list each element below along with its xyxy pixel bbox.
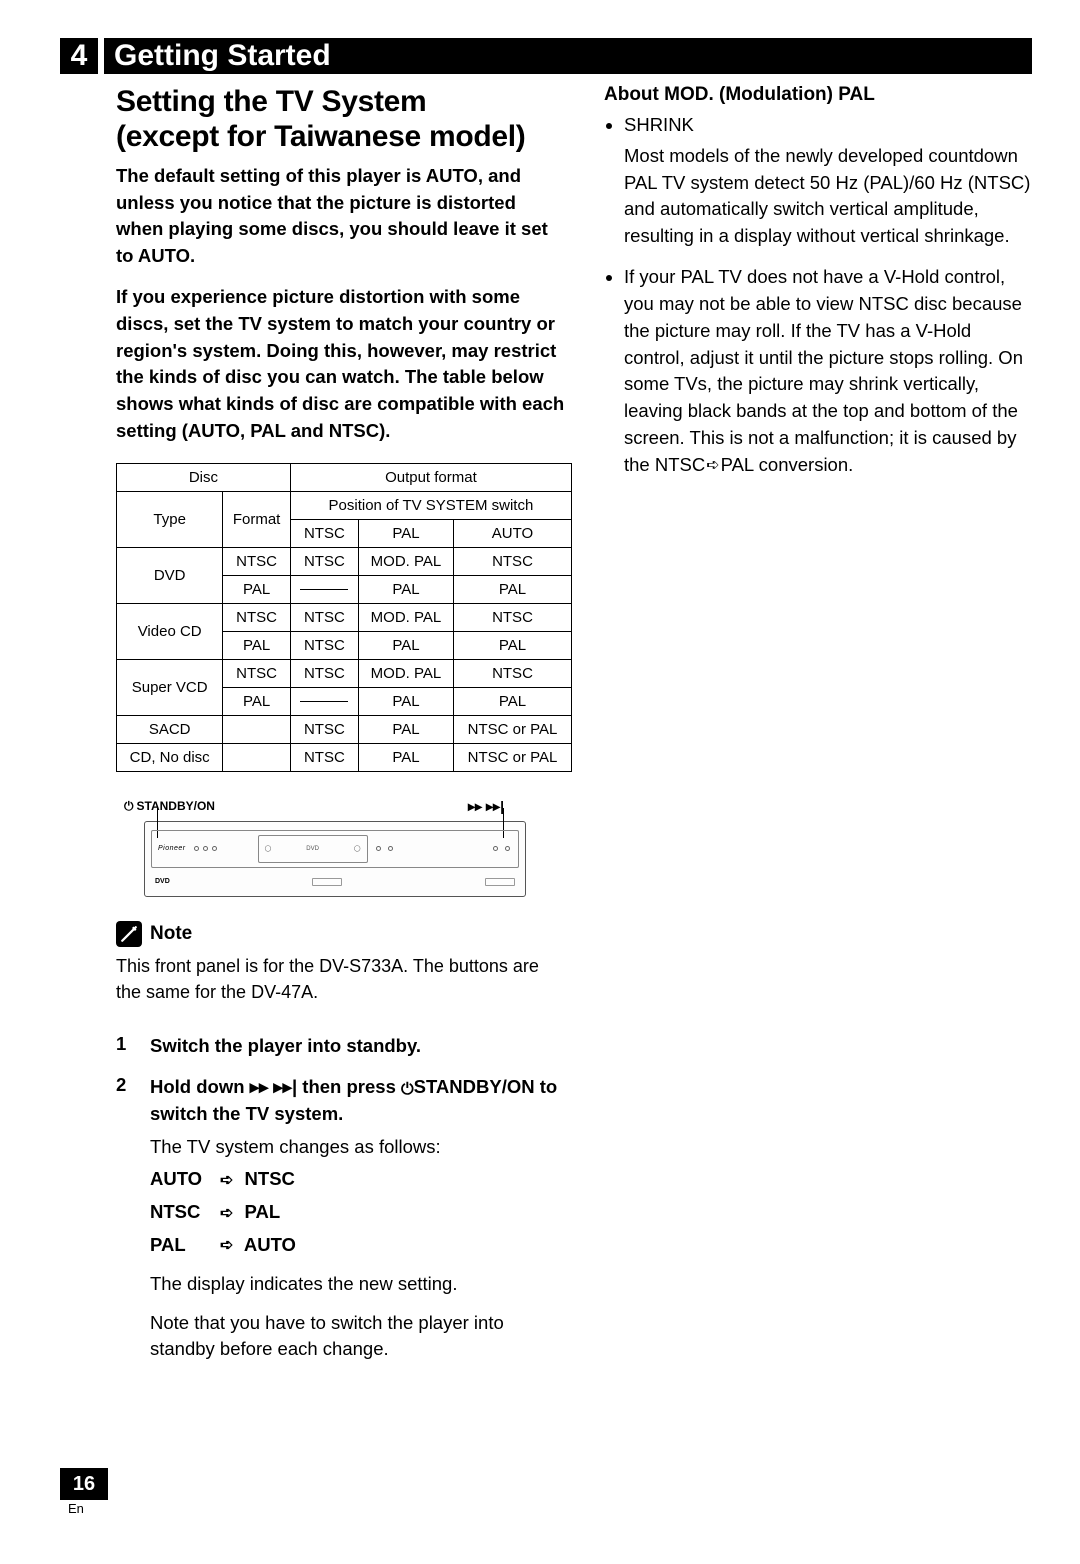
arrow-icon: ➪ <box>706 454 719 477</box>
compatibility-table: Disc Output format Type Format Position … <box>116 463 572 772</box>
diagram-labels: ⏻ STANDBY/ON ▸▸ ▸▸| <box>124 798 504 815</box>
th-output: Output format <box>290 463 571 491</box>
note-label: Note <box>150 923 192 945</box>
page-heading-l2: (except for Taiwanese model) <box>116 119 568 154</box>
th-position: Position of TV SYSTEM switch <box>290 491 571 519</box>
language-tag: En <box>68 1501 84 1516</box>
arrow-icon: ➪ <box>220 1202 233 1225</box>
note-icon <box>116 921 142 947</box>
note-body: This front panel is for the DV-S733A. Th… <box>116 953 568 1005</box>
page-heading-l1: Setting the TV System <box>116 84 568 119</box>
cycle-row: PAL➪ AUTO <box>150 1232 568 1259</box>
table-row: DVDNTSCNTSCMOD. PALNTSC <box>117 547 572 575</box>
brand-text: Pioneer <box>158 845 186 852</box>
bullet-item: SHRINK Most models of the newly develope… <box>624 112 1032 250</box>
step-text: Hold down ▸▸ ▸▸| then press ⏻STANDBY/ON … <box>150 1076 557 1124</box>
power-icon: ⏻ <box>124 799 134 814</box>
step-number: 2 <box>116 1074 132 1363</box>
cycle-row: NTSC➪ PAL <box>150 1199 568 1226</box>
bullet-item: If your PAL TV does not have a V-Hold co… <box>624 264 1032 479</box>
th-disc: Disc <box>117 463 291 491</box>
next-track-icon: ▸▸| <box>486 798 504 815</box>
section-header: 4 Getting Started <box>60 38 1032 74</box>
table-row: SACDNTSCPALNTSC or PAL <box>117 715 572 743</box>
th-type: Type <box>117 491 223 547</box>
th-format: Format <box>223 491 291 547</box>
th-col-ntsc: NTSC <box>290 519 358 547</box>
step-2: 2 Hold down ▸▸ ▸▸| then press ⏻STANDBY/O… <box>116 1074 568 1363</box>
th-col-auto: AUTO <box>453 519 571 547</box>
table-row: CD, No discNTSCPALNTSC or PAL <box>117 743 572 771</box>
power-icon: ⏻ <box>401 1081 414 1098</box>
fast-forward-icon: ▸▸ <box>468 798 482 815</box>
page-number: 16 <box>60 1468 108 1500</box>
intro-paragraph-2: If you experience picture distortion wit… <box>116 284 568 445</box>
section-title: Getting Started <box>104 38 1032 74</box>
section-number: 4 <box>60 38 98 74</box>
front-panel-diagram: Pioneer ◯DVD◯ DVD <box>144 821 526 897</box>
step-text: Switch the player into standby. <box>150 1035 421 1056</box>
step-after-text: The TV system changes as follows: <box>150 1134 568 1161</box>
control-strip <box>374 843 512 855</box>
intro-paragraph-1: The default setting of this player is AU… <box>116 163 568 270</box>
disc-tray: ◯DVD◯ <box>258 835 368 863</box>
step-number: 1 <box>116 1033 132 1060</box>
step-1: 1 Switch the player into standby. <box>116 1033 568 1060</box>
step-after-text: Note that you have to switch the player … <box>150 1310 568 1364</box>
ff-icons: ▸▸ ▸▸| <box>468 798 504 815</box>
cycle-row: AUTO➪ NTSC <box>150 1166 568 1193</box>
table-row: Super VCDNTSCNTSCMOD. PALNTSC <box>117 659 572 687</box>
table-row: Video CDNTSCNTSCMOD. PALNTSC <box>117 603 572 631</box>
th-col-pal: PAL <box>358 519 453 547</box>
sub-heading: About MOD. (Modulation) PAL <box>604 84 1032 106</box>
arrow-icon: ➪ <box>220 1169 233 1192</box>
dvd-logo: DVD <box>155 878 170 885</box>
fast-forward-icon: ▸▸ ▸▸| <box>250 1076 297 1097</box>
standby-label: STANDBY/ON <box>137 799 215 813</box>
step-after-text: The display indicates the new setting. <box>150 1271 568 1298</box>
arrow-icon: ➪ <box>220 1234 233 1257</box>
